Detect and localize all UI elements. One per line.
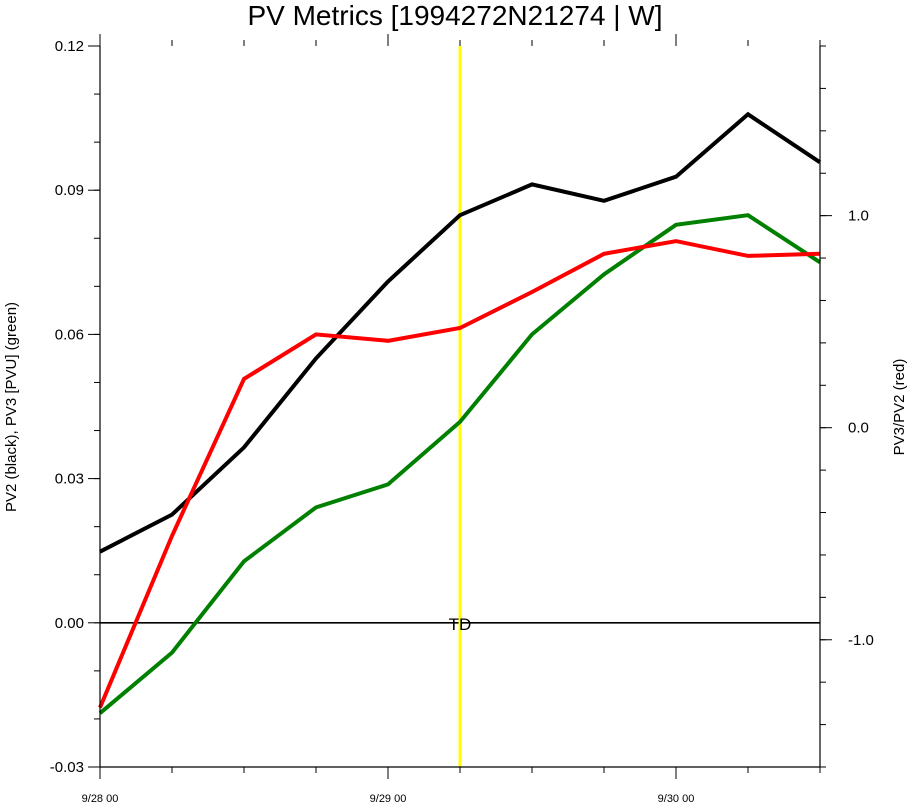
series-line-pv3-pv2 bbox=[98, 239, 821, 709]
plot-area: TD bbox=[100, 46, 820, 767]
marker-label: TD bbox=[449, 615, 472, 634]
y-left-tick-label: 0.12 bbox=[55, 38, 84, 55]
y-left-tick-label: 0.06 bbox=[55, 326, 84, 343]
y-left-tick-label: 0.09 bbox=[55, 182, 84, 199]
x-tick-label: 9/29 00 bbox=[370, 793, 407, 805]
y-axis-left-label: PV2 (black), PV3 [PVU] (green) bbox=[3, 302, 20, 512]
y-left-tick-label: 0.03 bbox=[55, 471, 84, 488]
x-tick-label: 9/30 00 bbox=[658, 793, 695, 805]
series-line-pv3 bbox=[98, 213, 822, 715]
chart-title: PV Metrics [1994272N21274 | W] bbox=[247, 0, 662, 31]
y-left-tick-label: -0.03 bbox=[50, 759, 84, 776]
y-right-tick-label: -1.0 bbox=[848, 632, 874, 649]
y-right-tick-label: 0.0 bbox=[848, 420, 869, 437]
series-layer bbox=[98, 111, 822, 715]
axes-frame: -0.03 0.00 0.03 0.06 0.09 0.12 -1.0 0.0 1.0 9/28 … bbox=[50, 34, 874, 805]
y-left-tick-label: 0.00 bbox=[55, 615, 84, 632]
y-right-tick-label: 1.0 bbox=[848, 208, 869, 225]
y-axis-right-label: PV3/PV2 (red) bbox=[891, 359, 908, 456]
x-tick-label: 9/28 00 bbox=[82, 793, 119, 805]
